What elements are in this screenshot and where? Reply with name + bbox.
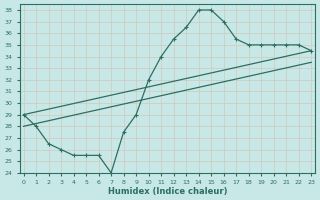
X-axis label: Humidex (Indice chaleur): Humidex (Indice chaleur) xyxy=(108,187,227,196)
